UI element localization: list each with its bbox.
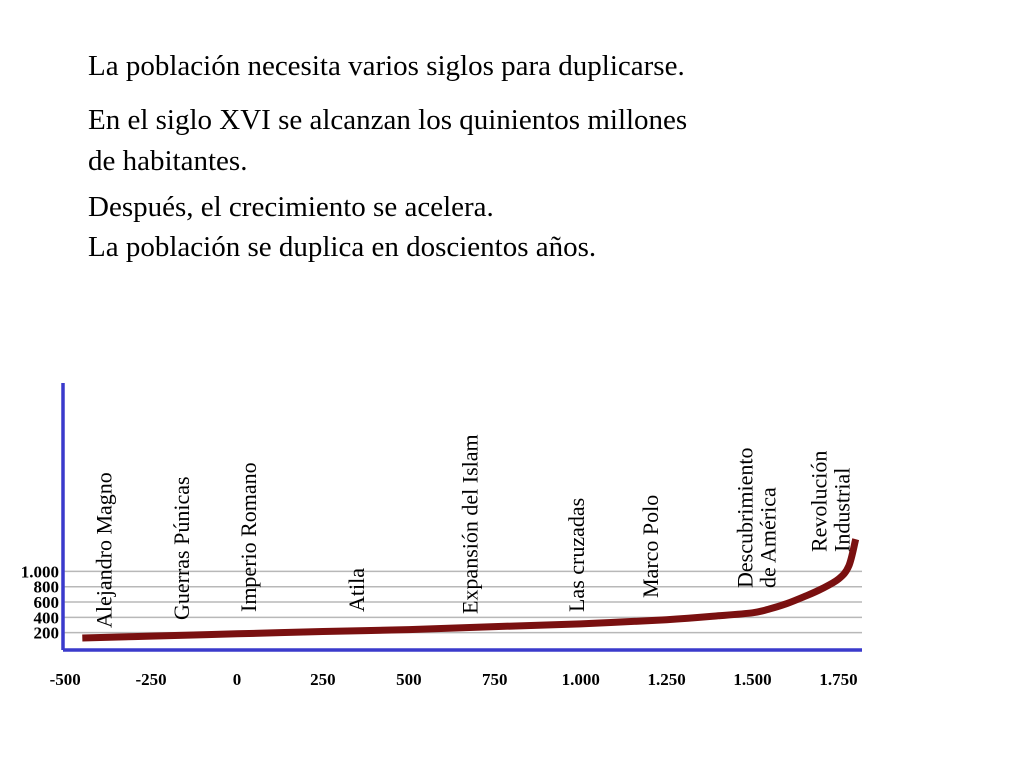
caption-line-5: La población se duplica en doscientos añ…	[88, 231, 597, 263]
x-tick-labels: -500 -250 0 250 500 750 1.000 1.250 1.500 1.750	[50, 670, 858, 689]
x-tick-label: 500	[396, 670, 422, 689]
event-annotation: Marco Polo	[638, 495, 663, 598]
population-series-line	[82, 538, 860, 642]
event-annotation: Las cruzadas	[564, 498, 589, 612]
event-annotations: Alejandro Magno Guerras Púnicas Imperio Ro…	[92, 434, 855, 628]
event-label: Guerras Púnicas	[169, 476, 194, 620]
caption-line-2: En el siglo XVI se alcanzan los quinient…	[88, 104, 688, 136]
event-label: Atila	[344, 568, 369, 612]
event-label: Las cruzadas	[564, 498, 589, 612]
event-label: Imperio Romano	[236, 462, 261, 612]
event-annotation: Expansión del Islam	[458, 434, 483, 614]
event-annotation: Alejandro Magno	[92, 472, 117, 628]
event-annotation: Guerras Púnicas	[169, 476, 194, 620]
y-tick-label: 600	[34, 593, 60, 612]
x-tick-label: 1.000	[562, 670, 600, 689]
event-label: Alejandro Magno	[92, 472, 117, 628]
event-label: Industrial	[829, 468, 854, 552]
x-tick-label: -250	[135, 670, 166, 689]
event-annotation: Imperio Romano	[236, 462, 261, 612]
event-label: Revolución	[806, 451, 831, 552]
series	[82, 538, 860, 642]
event-label: Marco Polo	[638, 495, 663, 598]
x-tick-label: 1.500	[733, 670, 771, 689]
x-tick-label: 1.250	[648, 670, 686, 689]
caption-line-3: de habitantes.	[88, 145, 248, 177]
caption-line-4: Después, el crecimiento se acelera.	[88, 191, 494, 223]
y-tick-label: 200	[34, 624, 60, 643]
x-tick-label: 750	[482, 670, 508, 689]
event-label: Expansión del Islam	[458, 434, 483, 614]
x-tick-label: 250	[310, 670, 336, 689]
x-tick-label: 0	[233, 670, 242, 689]
x-tick-label: -500	[50, 670, 81, 689]
event-label: de América	[756, 487, 781, 588]
y-tick-label: 800	[34, 578, 60, 597]
x-tick-label: 1.750	[819, 670, 857, 689]
event-label: Descubrimiento	[733, 447, 758, 588]
y-tick-label: 400	[34, 608, 60, 627]
axes	[61, 383, 862, 652]
event-annotation: Atila	[344, 568, 369, 612]
caption-line-1: La población necesita varios siglos para…	[88, 50, 685, 82]
y-tick-label: 1.000	[21, 562, 59, 581]
